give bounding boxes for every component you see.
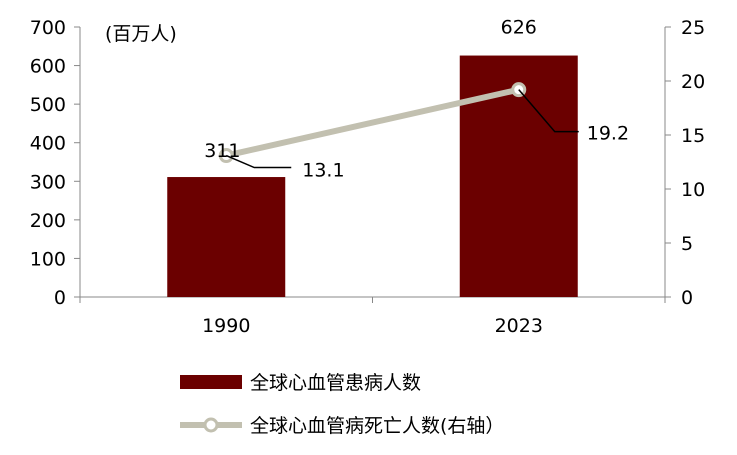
left-axis-tick-label: 300 [30, 171, 66, 193]
bar-value-label: 311 [204, 140, 240, 162]
data-labels: 311 626 13.1 19.2 [204, 17, 629, 182]
right-axis-tick-label: 5 [681, 233, 693, 255]
left-axis-tick-label: 600 [30, 56, 66, 78]
legend-label: 全球心血管病死亡人数(右轴） [250, 415, 504, 437]
left-axis-tick-label: 200 [30, 210, 66, 232]
left-axis-tick-label: 100 [30, 248, 66, 270]
unit-label: (百万人) [105, 23, 177, 45]
line-value-label: 19.2 [587, 123, 629, 145]
right-axis-tick-label: 0 [681, 287, 693, 309]
right-axis-tick-label: 15 [681, 125, 705, 147]
bar-value-label: 626 [501, 17, 537, 39]
bar-1990 [167, 177, 286, 297]
axes: 0 100 200 300 400 500 600 700 0 5 10 15 20 25 1990 2023 [30, 17, 705, 337]
left-axis-tick-label: 0 [54, 287, 66, 309]
line-value-label: 13.1 [302, 160, 344, 182]
left-axis-tick-label: 400 [30, 133, 66, 155]
line-path [225, 86, 520, 159]
left-axis-tick-label: 500 [30, 94, 66, 116]
leader-line [518, 89, 579, 133]
right-axis-tick-label: 10 [681, 179, 705, 201]
legend-swatch-marker [203, 417, 219, 433]
right-axis-tick-label: 25 [681, 17, 705, 39]
x-axis-tick-label: 2023 [495, 315, 543, 337]
legend-swatch-bar [180, 375, 242, 389]
right-axis-tick-label: 20 [681, 71, 705, 93]
leader-line [225, 154, 292, 169]
legend-label: 全球心血管患病人数 [250, 372, 421, 394]
x-axis-tick-label: 1990 [202, 315, 250, 337]
left-axis-tick-label: 700 [30, 17, 66, 39]
